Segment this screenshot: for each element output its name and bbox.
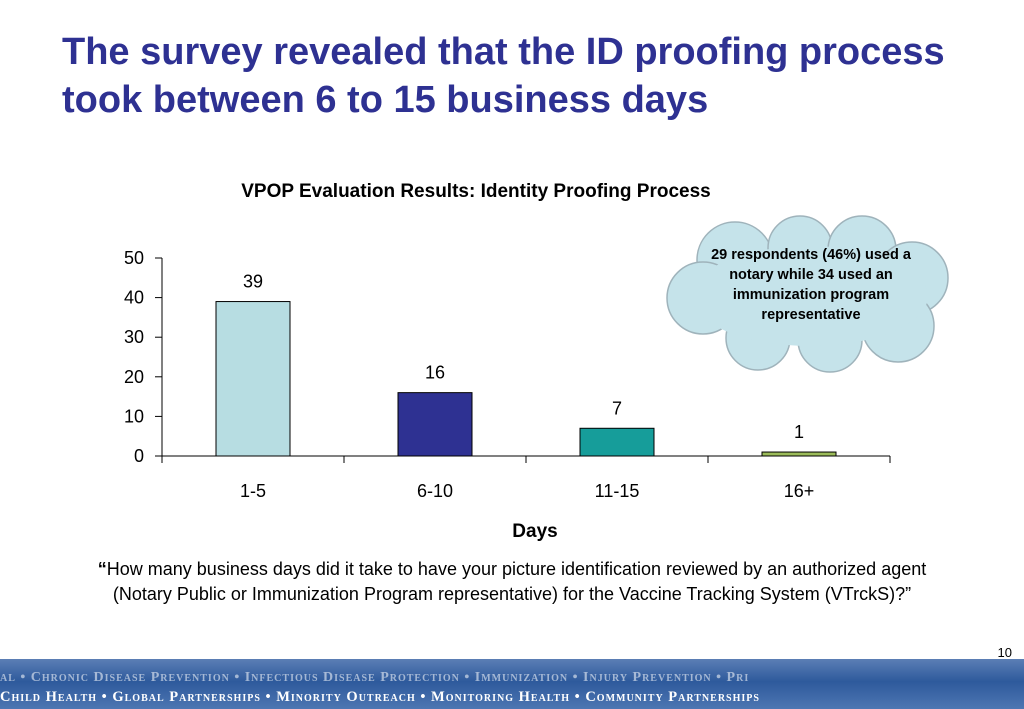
chart-title: VPOP Evaluation Results: Identity Proofi…	[241, 181, 711, 202]
footer-banner: al • Chronic Disease Prevention • Infect…	[0, 659, 1024, 709]
bar	[761, 451, 837, 457]
x-tick-label: 11-15	[595, 481, 640, 501]
y-tick-label: 30	[124, 327, 144, 347]
cloud-body	[692, 246, 928, 346]
y-tick-label: 0	[134, 446, 144, 466]
y-axis: 0 10 20 30 40 50	[124, 248, 163, 466]
x-tick-label: 16+	[784, 481, 815, 501]
x-axis: 1-5 6-10 11-15 16+	[161, 455, 891, 501]
question-text: How many business days did it take to ha…	[106, 559, 927, 604]
x-axis-title: Days	[512, 521, 557, 542]
footer-line-bottom: Child Health • Global Partnerships • Min…	[0, 689, 760, 705]
bar-chart: 0 10 20 30 40 50 1-5 6-10 11-15 16+ 39 16 7 1 Days	[124, 215, 949, 542]
data-label: 16	[425, 363, 445, 383]
y-tick-label: 20	[124, 367, 144, 387]
x-tick-label: 1-5	[240, 481, 266, 501]
callout-text: 29 respondents (46%) used a notary while…	[711, 247, 911, 323]
survey-question: “How many business days did it take to h…	[80, 557, 944, 607]
callout-cloud	[666, 215, 949, 373]
page-number: 10	[997, 645, 1012, 660]
bar	[397, 392, 473, 457]
data-label: 7	[612, 398, 622, 418]
bars	[215, 301, 837, 457]
y-tick-label: 10	[124, 406, 144, 426]
data-label: 39	[243, 272, 263, 292]
data-label: 1	[794, 422, 804, 442]
footer-line-top: al • Chronic Disease Prevention • Infect…	[0, 670, 750, 685]
y-tick-label: 50	[124, 248, 144, 268]
open-quote: “	[97, 559, 107, 579]
x-tick-label: 6-10	[417, 481, 453, 501]
bar	[215, 301, 291, 457]
data-labels: 39 16 7 1	[243, 272, 804, 442]
bar	[579, 427, 655, 457]
slide-title: The survey revealed that the ID proofing…	[62, 31, 945, 121]
y-tick-label: 40	[124, 288, 144, 308]
